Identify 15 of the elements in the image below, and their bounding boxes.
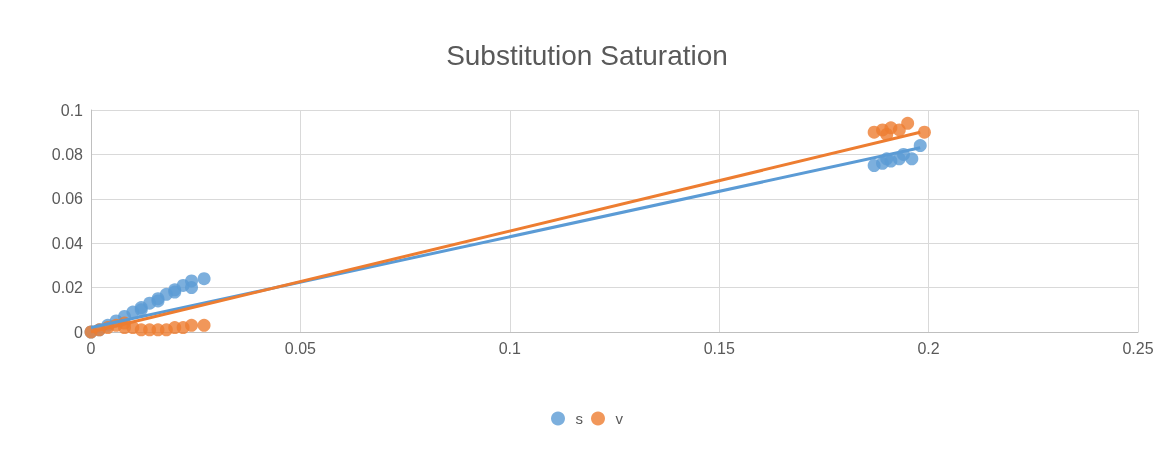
x-tick-label: 0.25 — [1122, 339, 1154, 357]
chart-title: Substitution Saturation — [446, 39, 728, 71]
x-tick-label: 0.05 — [284, 339, 317, 357]
legend-label: s — [575, 410, 583, 427]
x-tick-label: 0.2 — [917, 339, 940, 357]
y-tick-label: 0 — [74, 323, 84, 341]
y-tick-label: 0.1 — [60, 101, 84, 119]
x-tick-label: 0 — [86, 339, 96, 357]
y-tick-label: 0.02 — [51, 279, 84, 297]
y-tick-label: 0.04 — [51, 234, 84, 252]
y-tick-label: 0.06 — [51, 190, 84, 208]
legend-label: v — [615, 410, 624, 427]
x-tick-label: 0.15 — [703, 339, 735, 357]
x-tick-label: 0.1 — [498, 339, 522, 357]
y-tick-label: 0.08 — [51, 145, 84, 163]
